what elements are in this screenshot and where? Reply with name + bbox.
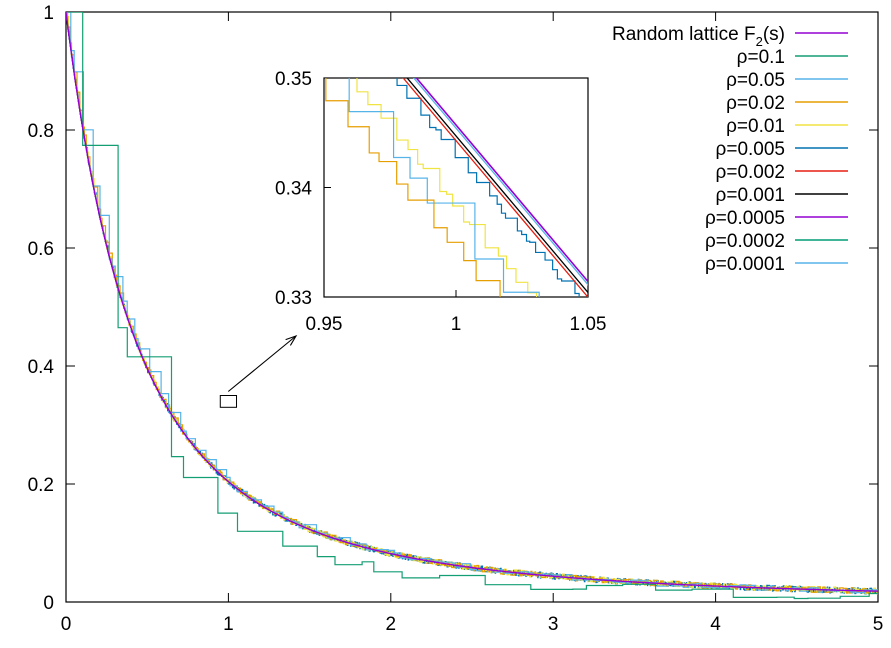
inset-line <box>348 78 540 297</box>
main-plot: 0 1 2 3 4 5 0 0.2 0.4 0.6 0.8 1 <box>28 3 884 635</box>
x-tick-label: 0 <box>61 614 72 635</box>
inset-curves <box>325 78 588 297</box>
x-tick-label: 3 <box>548 614 559 635</box>
x-tick-label: 2 <box>386 614 397 635</box>
series-line <box>66 12 878 600</box>
plot-frame <box>65 11 879 603</box>
series-curves <box>66 12 878 600</box>
x-tick-label: 1 <box>223 614 234 635</box>
inset-y-tick-label: 0.34 <box>275 179 312 200</box>
inset-frame <box>323 77 589 298</box>
x-tick-label: 5 <box>873 614 884 635</box>
inset-line <box>325 78 501 297</box>
inset-line <box>412 78 588 286</box>
y-tick-label: 0.4 <box>28 357 55 378</box>
y-tick-label: 0 <box>43 593 54 614</box>
zoom-annotation <box>219 334 298 408</box>
legend-label: ρ=0.02 <box>726 93 785 114</box>
legend-title: Random lattice F2(s) <box>612 24 785 49</box>
y-tick-label: 0.8 <box>28 121 54 142</box>
inset-y-tick-label: 0.35 <box>275 69 312 90</box>
legend-label: ρ=0.005 <box>716 139 785 160</box>
inset-x-tick-label: 1 <box>451 314 462 335</box>
legend: Random lattice F2(s)ρ=0.1ρ=0.05ρ=0.02ρ=0… <box>612 24 848 275</box>
zoom-arrow-head <box>285 334 298 346</box>
inset-x-tick-label: 1.05 <box>570 314 607 335</box>
inset-line <box>356 78 538 297</box>
reference-line <box>66 12 878 592</box>
legend-label: ρ=0.05 <box>726 70 785 91</box>
inset-x-tick-label: 0.95 <box>306 314 343 335</box>
inset-line <box>396 78 580 297</box>
y-tick-label: 0.2 <box>28 475 54 496</box>
x-tick-label: 4 <box>710 614 721 635</box>
legend-label: ρ=0.01 <box>726 116 785 137</box>
inset-line <box>415 78 588 283</box>
legend-label: ρ=0.0001 <box>705 254 785 275</box>
y-tick-label: 1 <box>43 3 54 24</box>
legend-label: ρ=0.1 <box>737 47 785 68</box>
legend-label: ρ=0.002 <box>716 162 785 183</box>
inset-line <box>402 78 588 297</box>
y-tick-label: 0.6 <box>28 239 54 260</box>
inset-line <box>406 78 588 294</box>
legend-label: ρ=0.001 <box>716 185 785 206</box>
legend-label: ρ=0.0002 <box>705 231 785 252</box>
zoom-box <box>219 395 238 408</box>
zoom-arrow <box>227 335 297 392</box>
inset-plot: 0.95 1 1.05 0.33 0.34 0.35 <box>275 69 607 335</box>
inset-y-tick-label: 0.33 <box>275 288 312 309</box>
legend-label: ρ=0.0005 <box>705 208 785 229</box>
